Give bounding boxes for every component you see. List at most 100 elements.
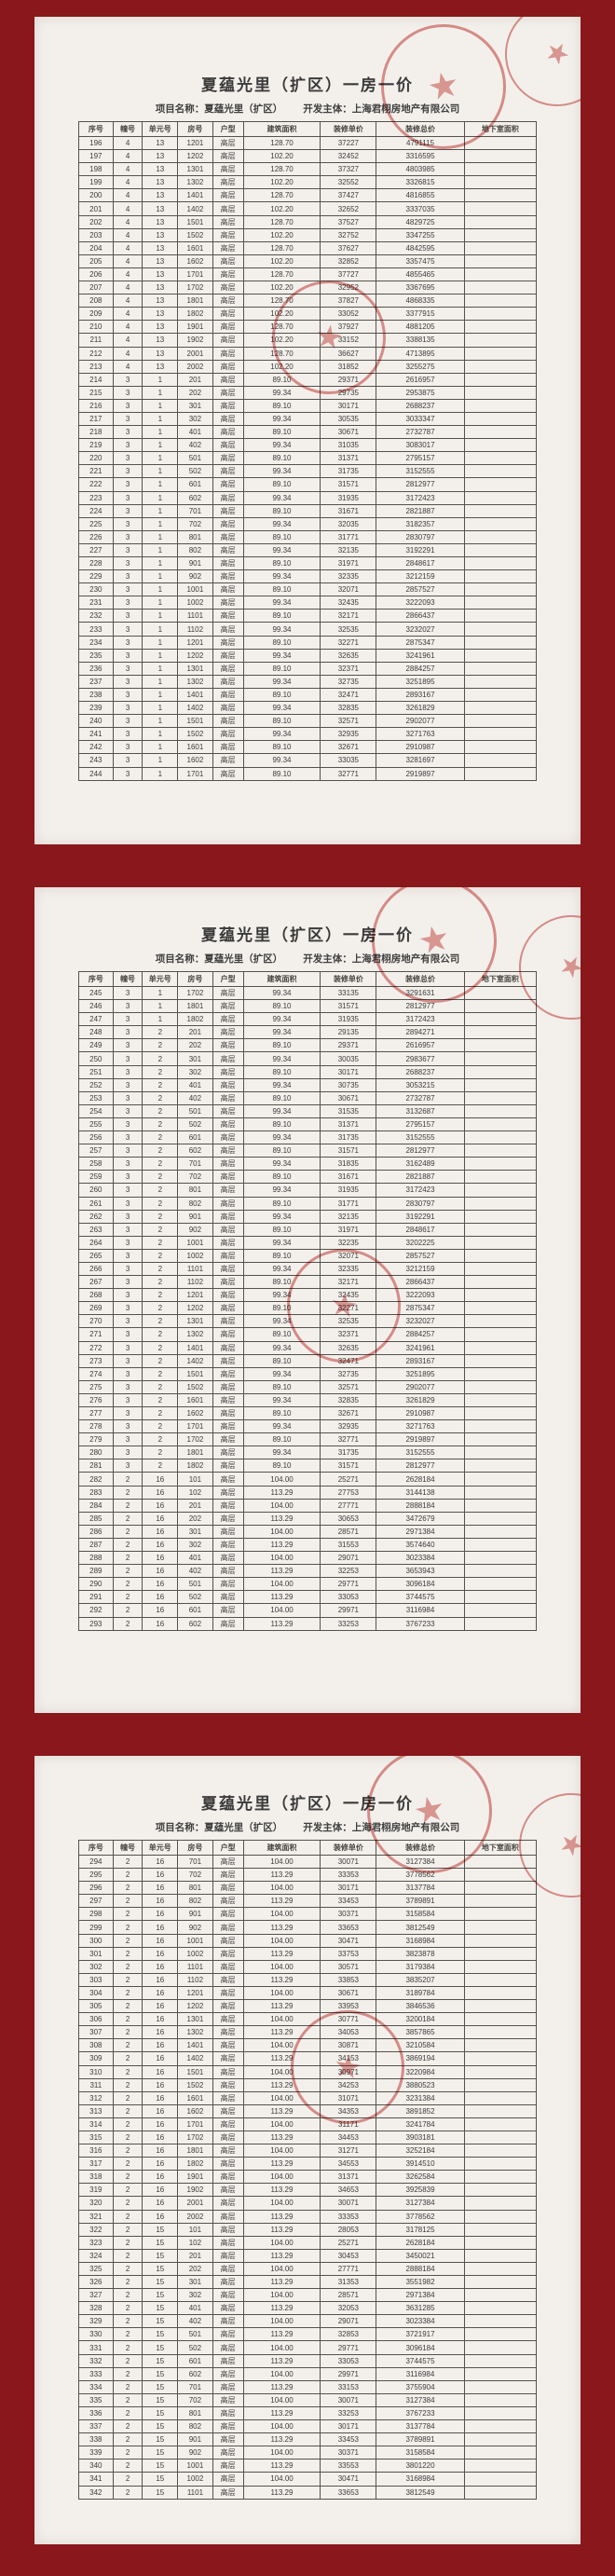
table-cell: 99.34 (242, 1183, 321, 1198)
table-cell: 3 (112, 1103, 144, 1118)
table-cell: 243 (78, 753, 114, 768)
table-cell: 2 (112, 2196, 144, 2211)
table-cell: 1601 (177, 740, 213, 755)
table-cell: 32135 (320, 1209, 377, 1224)
table-cell: 高层 (212, 1103, 244, 1118)
table-cell: 37827 (320, 294, 377, 308)
table-cell: 16 (142, 2157, 179, 2172)
table-cell: 高层 (212, 1012, 244, 1027)
table-cell: 1501 (177, 214, 213, 229)
table-cell: 3778562 (376, 1868, 465, 1883)
table-cell: 102.20 (242, 281, 321, 295)
table-cell: 502 (177, 2340, 213, 2355)
table-cell: 32735 (320, 674, 377, 689)
column-header: 户型 (212, 1840, 244, 1856)
table-cell: 30671 (320, 1985, 377, 2001)
table-cell: 3 (112, 701, 144, 716)
table-cell: 4 (112, 175, 144, 190)
table-cell: 16 (142, 2144, 179, 2158)
table-cell: 高层 (212, 1985, 244, 2001)
table-cell (463, 2340, 538, 2355)
table-cell: 2 (112, 1590, 144, 1605)
table-cell: 13 (142, 175, 179, 190)
table-cell: 3744575 (376, 1590, 465, 1605)
table-cell: 601 (177, 1130, 213, 1145)
table-row: 285 2 16 202 高层 113.29 30653 3472679 (78, 1511, 538, 1526)
table-cell: 2 (142, 1183, 179, 1198)
table-cell: 高层 (212, 1038, 244, 1053)
table-row: 228 3 1 901 高层 89.10 31971 2848617 (78, 555, 538, 571)
table-cell (463, 307, 538, 322)
table-cell: 318 (78, 2170, 114, 2185)
table-cell (463, 503, 538, 518)
table-cell: 3 (112, 985, 144, 1001)
table-cell: 3132687 (376, 1103, 465, 1118)
table-cell: 高层 (212, 1327, 244, 1342)
column-header: 幢号 (112, 121, 144, 137)
table-cell: 32271 (320, 635, 377, 650)
table-cell: 高层 (212, 1498, 244, 1513)
table-cell: 高层 (212, 1868, 244, 1883)
table-cell: 128.70 (242, 135, 321, 151)
table-cell: 3767233 (376, 2405, 465, 2421)
table-cell: 2 (112, 2392, 144, 2407)
table-cell: 31971 (320, 555, 377, 571)
table-row: 220 3 1 501 高层 89.10 31371 2795157 (78, 451, 538, 466)
table-cell: 高层 (212, 2366, 244, 2381)
table-cell: 2 (112, 1511, 144, 1526)
table-cell: 324 (78, 2248, 114, 2263)
table-cell (463, 1038, 538, 1053)
table-row: 232 3 1 1101 高层 89.10 32171 2866437 (78, 609, 538, 623)
table-cell: 232 (78, 609, 114, 623)
table-cell: 99.34 (242, 1077, 321, 1092)
table-cell: 2 (112, 2353, 144, 2368)
table-cell: 高层 (212, 1077, 244, 1092)
table-cell: 3 (112, 1275, 144, 1290)
table-cell: 3 (112, 1392, 144, 1408)
table-cell: 99.34 (242, 1392, 321, 1408)
table-cell: 37527 (320, 214, 377, 229)
table-cell: 3 (112, 1051, 144, 1066)
table-cell: 32771 (320, 1432, 377, 1447)
table-cell: 1402 (177, 201, 213, 216)
table-cell: 501 (177, 1103, 213, 1118)
table-cell: 102.20 (242, 359, 321, 374)
table-cell: 3 (112, 503, 144, 518)
table-cell: 1802 (177, 1012, 213, 1027)
table-cell (463, 2117, 538, 2131)
table-cell: 3 (112, 1157, 144, 1172)
table-cell: 267 (78, 1275, 114, 1290)
table-cell: 高层 (212, 253, 244, 268)
table-cell: 16 (142, 1946, 179, 1961)
table-cell: 3755904 (376, 2379, 465, 2394)
table-cell: 218 (78, 425, 114, 440)
table-cell (463, 2012, 538, 2027)
table-cell: 高层 (212, 2103, 244, 2118)
table-row: 241 3 1 1502 高层 99.34 32935 3271763 (78, 727, 538, 742)
table-row: 264 3 2 1001 高层 99.34 32235 3202225 (78, 1235, 538, 1250)
table-cell: 314 (78, 2117, 114, 2131)
table-row: 214 3 1 201 高层 89.10 29371 2616957 (78, 372, 538, 387)
table-cell: 3189784 (376, 1985, 465, 2001)
table-cell: 3631285 (376, 2301, 465, 2316)
table-cell: 3767233 (376, 1616, 465, 1631)
table-cell: 502 (177, 464, 213, 479)
table-cell: 291 (78, 1590, 114, 1605)
table-cell: 3 (112, 1038, 144, 1053)
table-cell: 2 (142, 1235, 179, 1250)
table-cell: 25271 (320, 1472, 377, 1487)
table-cell (463, 2419, 538, 2434)
table-cell: 401 (177, 1077, 213, 1092)
table-cell (463, 635, 538, 650)
table-cell: 104.00 (242, 2288, 321, 2303)
developer-name: 上海君栩房地产有限公司 (351, 953, 460, 965)
table-cell: 2 (142, 1275, 179, 1290)
table-cell: 2 (112, 1616, 144, 1631)
table-cell (463, 1275, 538, 1290)
table-cell: 16 (142, 2130, 179, 2145)
price-table: 序号 幢号 单元号 房号 户型 建筑面积 装修单价 装修总价 地下室面积 294 2 16 701 高层 1… (78, 1840, 538, 2500)
table-cell: 3222093 (376, 596, 465, 610)
table-cell: 2 (112, 2288, 144, 2303)
table-cell: 32071 (320, 1248, 377, 1263)
table-cell: 113.29 (242, 2209, 321, 2224)
